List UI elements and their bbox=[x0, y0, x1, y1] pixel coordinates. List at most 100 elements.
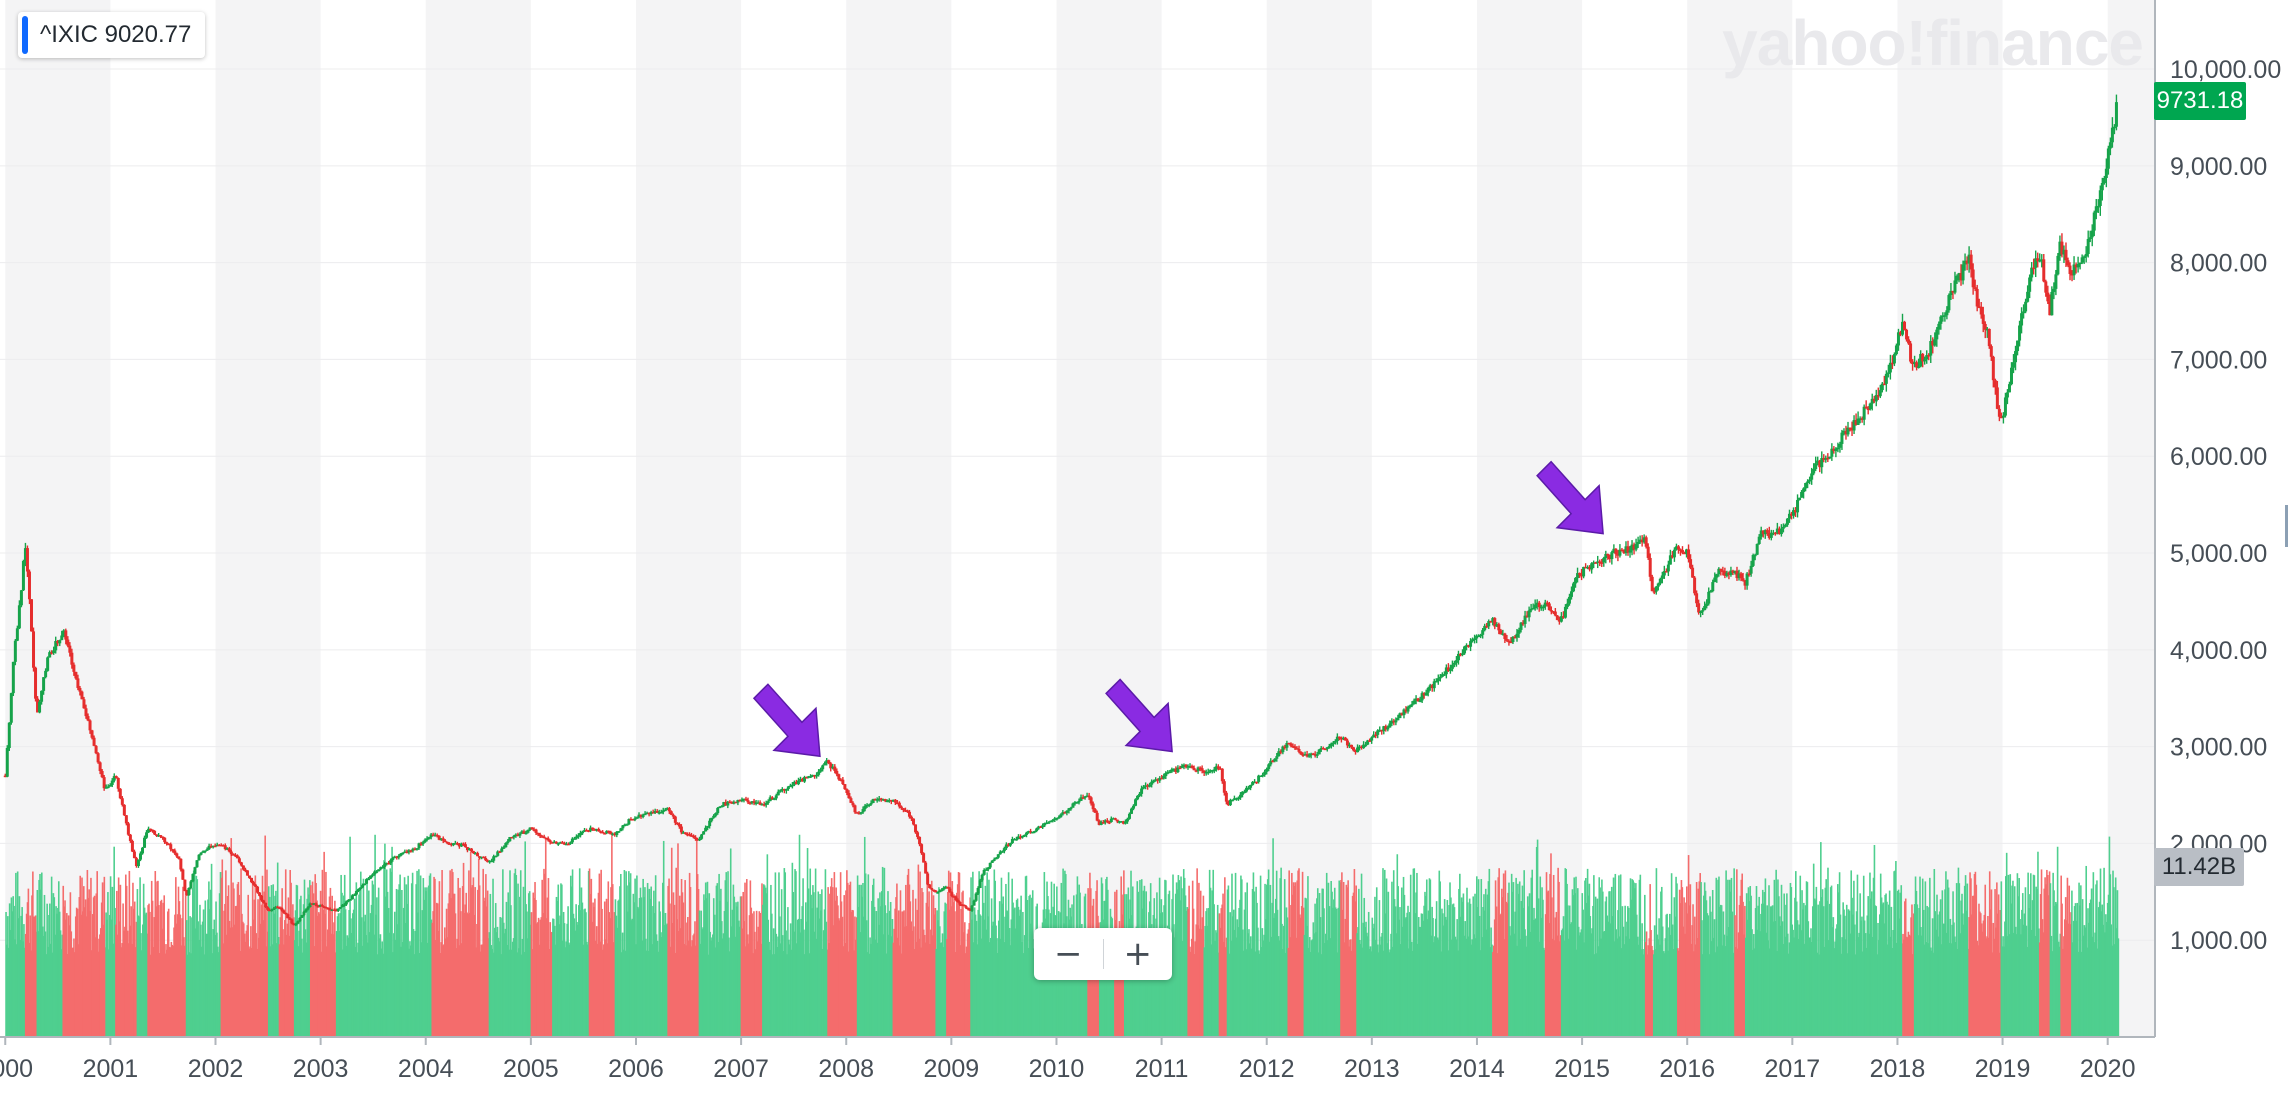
volume-bar bbox=[208, 881, 210, 1037]
volume-bar bbox=[560, 883, 562, 1037]
volume-bar bbox=[695, 839, 698, 1037]
volume-bar bbox=[1443, 899, 1446, 1037]
volume-bar bbox=[1779, 925, 1782, 1037]
candle-body bbox=[1295, 748, 1299, 750]
volume-bar bbox=[6, 944, 8, 1037]
volume-bar bbox=[686, 922, 688, 1037]
volume-bar bbox=[1312, 922, 1315, 1037]
volume-bar bbox=[543, 868, 545, 1037]
candle-body bbox=[1531, 608, 1535, 610]
volume-bar bbox=[305, 942, 308, 1037]
candle-body bbox=[1927, 355, 1931, 357]
volume-bar bbox=[897, 937, 899, 1037]
candle-body bbox=[1045, 822, 1049, 825]
candle-body bbox=[1594, 562, 1598, 564]
candle-body bbox=[1053, 818, 1057, 820]
candle-body bbox=[1929, 341, 1933, 356]
candle-body bbox=[681, 832, 685, 834]
volume-bar bbox=[479, 951, 482, 1037]
volume-bar bbox=[2002, 936, 2004, 1037]
volume-bar bbox=[8, 903, 11, 1037]
candle-body bbox=[936, 892, 940, 894]
candle-body bbox=[944, 886, 948, 889]
volume-bar bbox=[899, 890, 902, 1037]
candle-body bbox=[213, 845, 217, 848]
volume-bar bbox=[103, 876, 106, 1037]
candle-body bbox=[897, 802, 901, 807]
candle-body bbox=[2014, 351, 2018, 363]
candle-body bbox=[1584, 566, 1588, 569]
volume-bar bbox=[487, 938, 490, 1037]
candle-body bbox=[1864, 406, 1868, 409]
volume-bar bbox=[1811, 941, 1813, 1037]
volume-bar bbox=[172, 945, 174, 1037]
candle-body bbox=[2066, 260, 2070, 266]
volume-bar bbox=[460, 911, 462, 1037]
volume-bar bbox=[1766, 905, 1769, 1037]
volume-bar bbox=[456, 938, 459, 1037]
volume-bar bbox=[1605, 896, 1608, 1037]
volume-bar bbox=[437, 930, 440, 1037]
volume-bar bbox=[1306, 925, 1308, 1037]
volume-bar bbox=[1334, 907, 1337, 1037]
volume-bar bbox=[2017, 896, 2020, 1037]
volume-bar bbox=[932, 895, 935, 1037]
volume-bar bbox=[825, 921, 828, 1037]
volume-bar bbox=[1291, 894, 1294, 1037]
volume-bar bbox=[1912, 954, 1914, 1037]
volume-bar bbox=[787, 907, 789, 1037]
candle-body bbox=[183, 879, 187, 891]
volume-bar bbox=[1989, 909, 1992, 1037]
candle-body bbox=[528, 827, 532, 830]
candle-body bbox=[1347, 744, 1351, 747]
volume-bar bbox=[390, 871, 392, 1037]
candle-body bbox=[1957, 273, 1961, 276]
volume-bar bbox=[258, 937, 260, 1037]
volume-bar bbox=[2030, 873, 2032, 1037]
candle-body bbox=[367, 878, 371, 881]
candle-body bbox=[1285, 743, 1289, 748]
volume-bar bbox=[586, 941, 588, 1037]
zoom-in-button[interactable]: + bbox=[1104, 928, 1173, 980]
volume-bar bbox=[1214, 940, 1216, 1037]
volume-bar bbox=[773, 954, 776, 1037]
volume-bar bbox=[502, 869, 504, 1037]
volume-bar bbox=[1631, 879, 1634, 1037]
volume-bar bbox=[553, 925, 556, 1037]
candle-body bbox=[1101, 822, 1105, 824]
candle-body bbox=[1535, 602, 1539, 605]
volume-bar bbox=[744, 882, 746, 1037]
candle-body bbox=[1523, 615, 1527, 624]
candle-body bbox=[1588, 566, 1592, 570]
candle-body bbox=[776, 791, 780, 796]
zoom-out-button[interactable]: − bbox=[1034, 928, 1103, 980]
ticker-chip[interactable]: ^IXIC 9020.77 bbox=[18, 12, 206, 58]
candle-body bbox=[728, 801, 732, 804]
candle-body bbox=[873, 799, 877, 801]
volume-bar bbox=[210, 863, 213, 1037]
volume-bar bbox=[1116, 943, 1119, 1037]
candle-body bbox=[2092, 212, 2096, 231]
volume-bar bbox=[906, 874, 909, 1037]
volume-bar bbox=[1810, 928, 1812, 1037]
candle-body bbox=[1935, 329, 1939, 340]
volume-bar bbox=[1826, 900, 1828, 1037]
volume-bar bbox=[1184, 895, 1187, 1037]
candle-body bbox=[1091, 803, 1095, 810]
volume-bar bbox=[633, 902, 636, 1037]
volume-bar bbox=[1433, 942, 1435, 1037]
volume-bar bbox=[886, 913, 888, 1037]
volume-bar bbox=[1587, 895, 1590, 1037]
volume-bar bbox=[443, 927, 446, 1037]
volume-bar bbox=[1671, 924, 1674, 1037]
candle-body bbox=[126, 823, 130, 835]
volume-bar bbox=[1190, 938, 1193, 1037]
volume-bar bbox=[1316, 898, 1318, 1037]
volume-bar bbox=[1589, 916, 1592, 1037]
volume-bar bbox=[2028, 908, 2030, 1037]
candle-body bbox=[1894, 345, 1898, 355]
volume-bar bbox=[923, 934, 926, 1037]
volume-bar bbox=[609, 918, 611, 1037]
volume-bar bbox=[607, 881, 610, 1037]
scroll-edge-marker[interactable] bbox=[2285, 505, 2288, 547]
